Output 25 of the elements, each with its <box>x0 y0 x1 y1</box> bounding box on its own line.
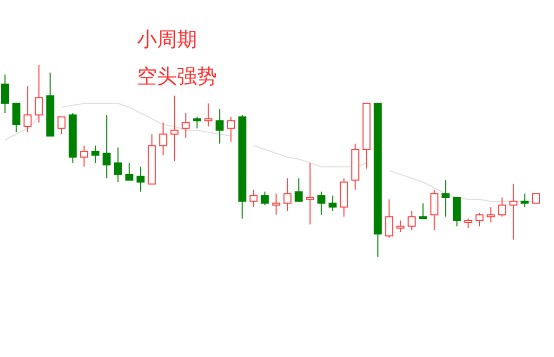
text: 小周期 <box>137 27 197 51</box>
candlestick <box>272 193 280 216</box>
candlestick <box>80 145 88 168</box>
candlestick <box>486 206 495 223</box>
candlestick <box>1 74 9 114</box>
candlestick <box>216 108 224 144</box>
candlestick <box>170 95 178 162</box>
candlestick <box>182 112 190 138</box>
candlestick <box>509 184 518 240</box>
candlestick <box>91 145 100 164</box>
annotation: 空头强势 <box>137 64 217 88</box>
candlestick <box>159 122 168 156</box>
candlestick <box>204 102 212 127</box>
candlestick <box>102 114 111 179</box>
candlestick <box>114 147 122 183</box>
candlestick <box>136 166 145 192</box>
candlestick <box>396 220 404 233</box>
candlestick <box>442 180 450 218</box>
candlestick <box>306 162 314 225</box>
candlestick <box>520 193 529 208</box>
candlestick <box>351 143 360 190</box>
candlestick <box>328 195 337 212</box>
candlestick <box>283 178 292 212</box>
candlestick <box>317 191 326 216</box>
candlestick <box>34 64 43 124</box>
